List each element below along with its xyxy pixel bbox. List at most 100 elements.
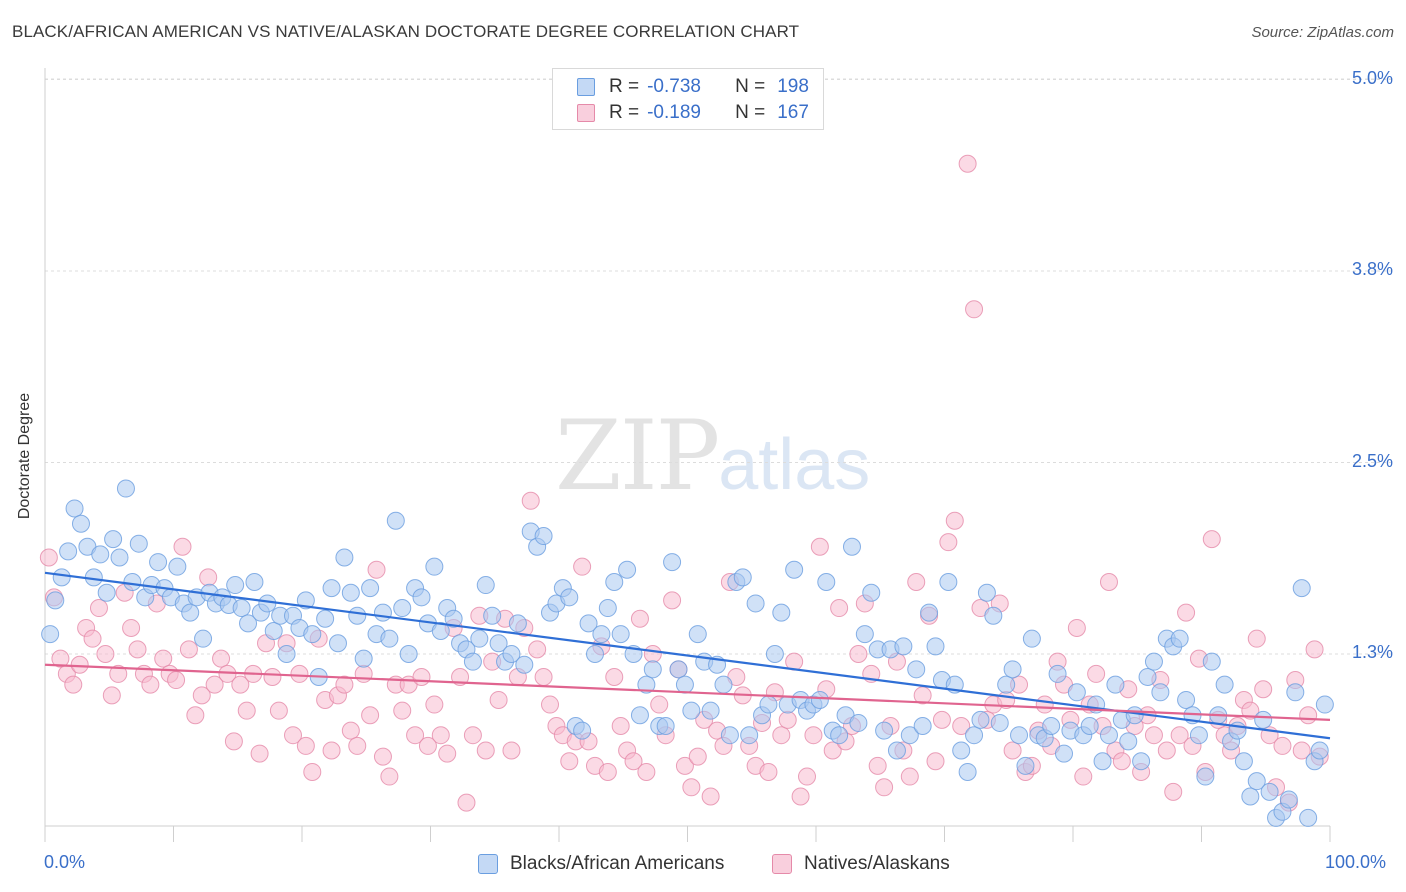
black-point bbox=[618, 560, 637, 579]
black-point bbox=[328, 634, 347, 653]
native-point bbox=[798, 767, 817, 786]
black-point bbox=[579, 614, 598, 633]
black-point bbox=[585, 645, 604, 663]
black-point bbox=[958, 762, 977, 781]
black-point bbox=[1055, 744, 1074, 763]
black-point bbox=[46, 591, 65, 610]
native-point bbox=[1241, 701, 1260, 720]
black-point bbox=[740, 726, 759, 745]
black-point bbox=[733, 568, 752, 587]
native-point bbox=[502, 741, 521, 760]
native-point bbox=[179, 640, 198, 659]
native-point bbox=[1202, 530, 1221, 549]
native-point bbox=[167, 671, 186, 690]
black-point bbox=[977, 583, 996, 602]
native-point bbox=[476, 741, 495, 760]
native-point bbox=[926, 752, 945, 771]
black-point bbox=[1177, 690, 1196, 709]
native-point bbox=[263, 667, 282, 686]
black-point bbox=[939, 572, 958, 591]
native-point bbox=[250, 744, 269, 763]
black-point bbox=[1241, 787, 1260, 806]
native-point bbox=[192, 686, 211, 705]
native-point bbox=[431, 726, 450, 745]
black-point bbox=[341, 583, 360, 602]
black-point bbox=[785, 560, 804, 579]
native-point bbox=[373, 747, 392, 766]
black-point bbox=[907, 660, 926, 679]
native-point bbox=[89, 599, 108, 618]
black-point bbox=[759, 695, 778, 714]
black-point bbox=[1315, 695, 1334, 714]
native-point bbox=[1170, 726, 1189, 745]
black-point bbox=[598, 599, 617, 618]
native-point bbox=[534, 667, 553, 686]
native-point bbox=[367, 560, 386, 579]
legend-item-natives[interactable]: Natives/Alaskans bbox=[772, 852, 950, 876]
native-point bbox=[637, 762, 656, 781]
chart-title: BLACK/AFRICAN AMERICAN VS NATIVE/ALASKAN… bbox=[12, 22, 800, 41]
native-point bbox=[701, 787, 720, 806]
black-point bbox=[1067, 683, 1086, 702]
native-point bbox=[70, 655, 89, 674]
black-point bbox=[1042, 717, 1061, 736]
native-point bbox=[457, 793, 476, 812]
native-point bbox=[849, 645, 868, 663]
black-point bbox=[168, 557, 187, 576]
black-point bbox=[508, 614, 527, 633]
black-point bbox=[913, 717, 932, 736]
black-point bbox=[1286, 683, 1305, 702]
native-point bbox=[303, 762, 322, 781]
native-point bbox=[354, 664, 373, 683]
native-point bbox=[199, 568, 218, 587]
native-point bbox=[1247, 629, 1266, 648]
native-point bbox=[663, 591, 682, 610]
native-point bbox=[675, 756, 694, 775]
black-point bbox=[104, 530, 123, 549]
legend-item-blacks[interactable]: Blacks/African Americans bbox=[478, 852, 724, 876]
black-point bbox=[431, 622, 450, 641]
black-point bbox=[926, 637, 945, 656]
black-point bbox=[611, 625, 630, 644]
native-point bbox=[154, 649, 173, 668]
black-point bbox=[1234, 752, 1253, 771]
black-point bbox=[232, 599, 251, 618]
black-point bbox=[264, 622, 283, 641]
black-point bbox=[444, 609, 463, 628]
black-point bbox=[663, 553, 682, 572]
legend-label: Natives/Alaskans bbox=[804, 853, 950, 874]
black-point bbox=[772, 603, 791, 622]
native-point bbox=[96, 645, 115, 663]
native-point bbox=[406, 726, 425, 745]
native-point bbox=[778, 710, 797, 729]
native-point bbox=[269, 701, 288, 720]
black-point bbox=[1048, 664, 1067, 683]
native-point bbox=[231, 675, 250, 694]
native-point bbox=[141, 675, 160, 694]
black-point bbox=[810, 690, 829, 709]
black-point bbox=[1247, 772, 1266, 791]
watermark: ZIPatlas bbox=[555, 400, 870, 512]
native-point bbox=[1305, 640, 1324, 659]
native-point bbox=[1074, 767, 1093, 786]
native-point bbox=[425, 695, 444, 714]
black-point bbox=[560, 588, 579, 607]
y-tick-label: 5.0% bbox=[1351, 67, 1393, 88]
native-point bbox=[380, 767, 399, 786]
native-point bbox=[528, 640, 547, 659]
native-point bbox=[451, 667, 470, 686]
native-point bbox=[1035, 695, 1054, 714]
black-point bbox=[129, 534, 148, 553]
black-point bbox=[990, 713, 1009, 732]
black-point bbox=[849, 713, 868, 732]
native-point bbox=[1112, 752, 1131, 771]
legend-n-value: 198 bbox=[777, 76, 809, 97]
native-point bbox=[284, 726, 303, 745]
black-point bbox=[1202, 652, 1221, 671]
legend-label: Blacks/African Americans bbox=[510, 853, 725, 874]
native-point bbox=[605, 667, 624, 686]
native-point bbox=[868, 756, 887, 775]
native-point bbox=[875, 778, 894, 797]
black-point bbox=[97, 583, 116, 602]
native-point bbox=[51, 649, 70, 668]
